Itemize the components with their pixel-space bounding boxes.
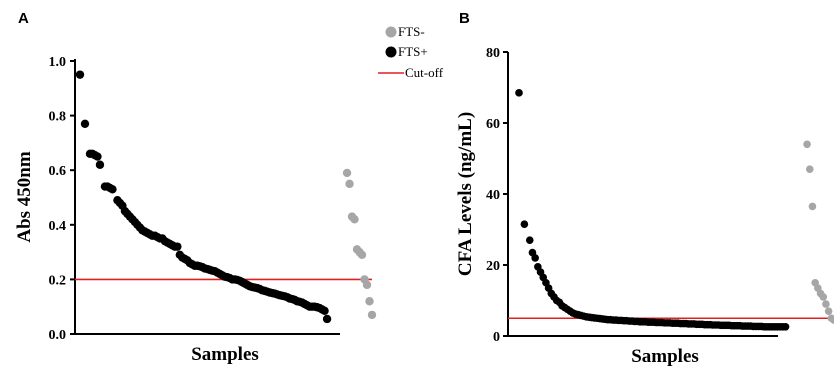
legend: FTS- FTS+ Cut-off: [378, 24, 444, 80]
fts-pos-point: [80, 119, 90, 128]
panel-label-b: B: [459, 10, 470, 27]
legend-fts-pos-marker: [385, 46, 397, 58]
y-tick-label: 0: [493, 330, 500, 345]
fts-neg-point: [830, 316, 834, 324]
y-tick-label: 0.4: [49, 219, 67, 234]
fts-pos-point: [95, 160, 105, 169]
fts-pos-point: [93, 152, 102, 161]
legend-fts-pos-label: FTS+: [398, 44, 428, 59]
fts-neg-point: [367, 310, 377, 320]
y-tick-label: 0.6: [49, 164, 67, 179]
panel-label-a: A: [18, 10, 29, 27]
fts-pos-point: [520, 220, 529, 228]
fts-pos-point: [108, 185, 117, 194]
points-b: [515, 89, 834, 331]
y-ticks-a: 0.0 0.2 0.4 0.6 0.8 1.0: [49, 55, 75, 343]
y-ticks-b: 0 20 40 60 80: [486, 46, 508, 345]
fts-neg-point: [342, 168, 352, 178]
fts-neg-point: [808, 202, 817, 211]
y-tick-label: 0.8: [49, 110, 67, 125]
fts-neg-point: [345, 179, 354, 189]
chart-panel-b: 0 20 40 60 80 Samples CFA Levels (ng/mL): [455, 46, 834, 367]
fts-neg-point: [803, 140, 811, 149]
fts-pos-point: [173, 242, 182, 251]
y-axis-title-a: Abs 450nm: [14, 151, 35, 242]
y-tick-label: 40: [486, 188, 500, 203]
y-tick-label: 20: [486, 259, 500, 274]
fts-pos-point: [515, 89, 523, 97]
y-axis-title-b: CFA Levels (ng/mL): [455, 112, 476, 276]
y-tick-label: 0.0: [49, 328, 67, 343]
x-axis-title-b: Samples: [631, 346, 699, 367]
fts-neg-point: [365, 297, 374, 306]
y-tick-label: 1.0: [49, 55, 67, 70]
fts-neg-point: [362, 280, 372, 290]
legend-fts-neg-marker: [385, 26, 397, 38]
fts-pos-point: [75, 70, 85, 79]
fts-pos-point: [531, 254, 539, 262]
fts-neg-point: [350, 215, 359, 224]
fts-neg-point: [822, 300, 830, 308]
fts-neg-point: [357, 250, 367, 260]
y-tick-label: 0.2: [49, 273, 67, 288]
fts-pos-point: [320, 306, 329, 315]
y-tick-label: 60: [486, 117, 500, 132]
fts-neg-point: [824, 307, 833, 315]
fts-pos-point: [781, 322, 790, 331]
fts-pos-point: [525, 236, 534, 244]
legend-fts-neg-label: FTS-: [398, 24, 425, 39]
points-a: [75, 70, 377, 324]
chart-panel-a: 0.0 0.2 0.4 0.6 0.8 1.0 Samples Abs 450nm: [14, 55, 377, 365]
fts-pos-point: [322, 314, 332, 324]
legend-cutoff-label: Cut-off: [405, 65, 444, 80]
fts-neg-point: [805, 165, 814, 173]
y-tick-label: 80: [486, 46, 500, 61]
fts-neg-point: [819, 293, 828, 301]
x-axis-title-a: Samples: [191, 344, 259, 365]
